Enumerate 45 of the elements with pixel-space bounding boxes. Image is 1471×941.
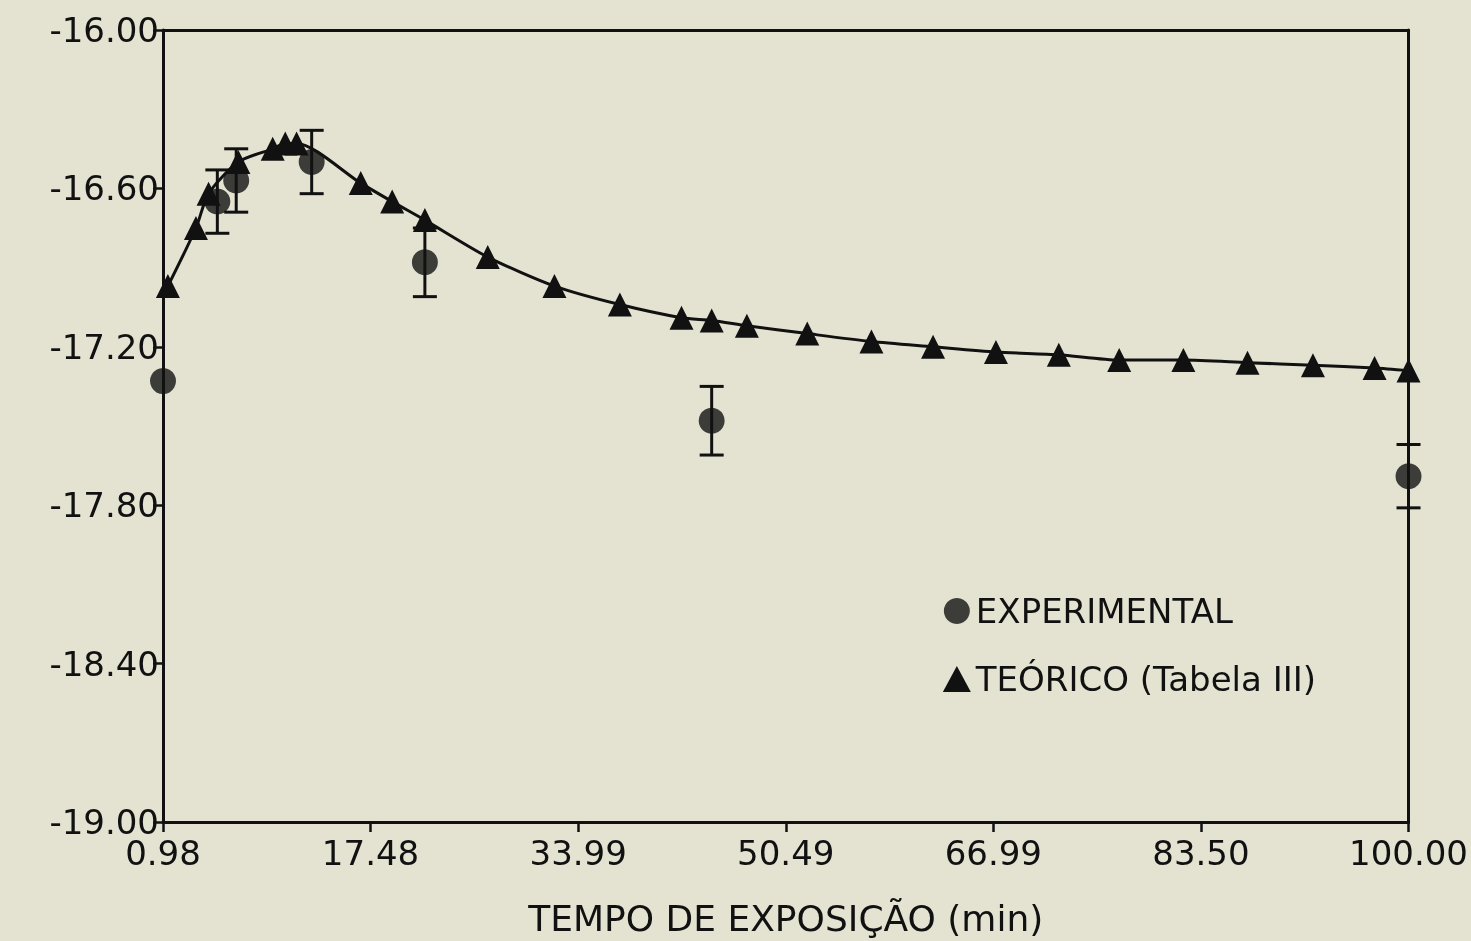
x-tick-label: 100.00	[1349, 833, 1468, 873]
point	[380, 189, 405, 214]
point	[669, 305, 694, 330]
point	[155, 274, 180, 299]
point	[859, 329, 884, 354]
point	[1300, 353, 1325, 378]
point	[983, 340, 1008, 365]
point	[412, 208, 437, 233]
point	[699, 308, 724, 333]
point	[150, 368, 176, 395]
point	[1046, 342, 1071, 367]
point	[607, 292, 632, 317]
point	[734, 313, 759, 338]
point	[475, 245, 500, 270]
point	[284, 131, 309, 156]
y-tick-label: -16.00	[49, 10, 159, 50]
x-tick-label: 0.98	[125, 833, 201, 873]
point	[795, 321, 820, 346]
point	[1396, 358, 1421, 383]
y-tick-label: -16.60	[49, 168, 159, 209]
y-tick-label: -18.40	[49, 643, 159, 684]
y-tick-label: -17.80	[49, 485, 159, 526]
y-tick-label: -17.20	[49, 326, 159, 367]
point	[1362, 355, 1387, 380]
x-axis-title: TEMPO DE EXPOSIÇÃO (min)	[527, 897, 1044, 939]
x-tick-label: 50.49	[737, 833, 835, 873]
point	[226, 150, 251, 174]
x-tick-label: 66.99	[944, 833, 1042, 873]
point	[1171, 348, 1196, 372]
point	[1107, 348, 1132, 372]
point	[1395, 463, 1422, 490]
point	[298, 149, 325, 175]
x-tick-label: 33.99	[529, 833, 627, 873]
point	[542, 274, 567, 299]
point	[921, 334, 946, 359]
point	[698, 407, 725, 434]
point	[348, 171, 373, 196]
point	[411, 249, 438, 276]
legend-label: TEÓRICO (Tabela III)	[974, 659, 1317, 699]
legend-label: EXPERIMENTAL	[975, 591, 1233, 631]
point	[1235, 350, 1260, 375]
point	[196, 181, 221, 206]
x-tick-label: 17.48	[321, 833, 420, 873]
point	[183, 216, 208, 240]
x-tick-label: 83.50	[1152, 833, 1250, 873]
